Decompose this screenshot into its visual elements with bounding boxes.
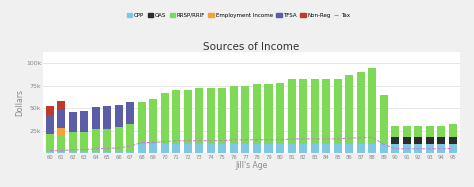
Bar: [322, 144, 330, 153]
Bar: [380, 95, 388, 144]
Bar: [91, 107, 100, 129]
Bar: [253, 144, 261, 153]
Bar: [310, 144, 319, 153]
Bar: [345, 144, 353, 153]
Bar: [334, 144, 342, 153]
X-axis label: Jill's Age: Jill's Age: [235, 161, 267, 170]
Bar: [288, 144, 296, 153]
Bar: [149, 144, 157, 153]
Bar: [380, 144, 388, 153]
Bar: [115, 105, 123, 127]
Bar: [426, 144, 434, 153]
Title: Sources of Income: Sources of Income: [203, 42, 300, 52]
Bar: [449, 137, 457, 144]
Bar: [69, 132, 77, 151]
Bar: [69, 151, 77, 153]
Bar: [184, 90, 192, 144]
Bar: [230, 86, 238, 144]
Bar: [126, 102, 134, 125]
Bar: [299, 79, 307, 144]
Bar: [207, 88, 215, 144]
Bar: [414, 126, 422, 137]
Bar: [288, 79, 296, 144]
Bar: [219, 144, 227, 153]
Bar: [403, 144, 411, 153]
Bar: [438, 144, 446, 153]
Bar: [46, 116, 54, 134]
Bar: [126, 125, 134, 151]
Bar: [391, 126, 399, 137]
Bar: [138, 144, 146, 153]
Bar: [438, 137, 446, 144]
Bar: [219, 88, 227, 144]
Bar: [57, 151, 65, 153]
Bar: [57, 135, 65, 151]
Bar: [195, 88, 203, 144]
Bar: [449, 125, 457, 137]
Bar: [149, 99, 157, 144]
Bar: [161, 93, 169, 144]
Bar: [438, 126, 446, 137]
Bar: [322, 79, 330, 144]
Bar: [264, 144, 273, 153]
Bar: [91, 151, 100, 153]
Bar: [391, 137, 399, 144]
Bar: [115, 127, 123, 151]
Bar: [264, 84, 273, 144]
Bar: [103, 129, 111, 151]
Bar: [115, 151, 123, 153]
Bar: [426, 137, 434, 144]
Bar: [195, 144, 203, 153]
Bar: [91, 129, 100, 151]
Bar: [57, 128, 65, 135]
Bar: [368, 68, 376, 144]
Bar: [345, 75, 353, 144]
Bar: [80, 132, 88, 151]
Bar: [403, 126, 411, 137]
Bar: [172, 144, 180, 153]
Bar: [138, 102, 146, 144]
Bar: [161, 144, 169, 153]
Bar: [57, 110, 65, 128]
Bar: [426, 126, 434, 137]
Bar: [207, 144, 215, 153]
Bar: [334, 79, 342, 144]
Bar: [69, 112, 77, 132]
Bar: [241, 144, 249, 153]
Bar: [368, 144, 376, 153]
Bar: [414, 137, 422, 144]
Bar: [414, 144, 422, 153]
Y-axis label: Dollars: Dollars: [16, 89, 25, 116]
Bar: [391, 144, 399, 153]
Bar: [46, 106, 54, 116]
Bar: [184, 144, 192, 153]
Bar: [310, 79, 319, 144]
Bar: [46, 134, 54, 151]
Bar: [103, 106, 111, 129]
Bar: [241, 86, 249, 144]
Bar: [449, 144, 457, 153]
Bar: [172, 90, 180, 144]
Bar: [80, 151, 88, 153]
Legend: CPP, OAS, RRSP/RRIF, Employment Income, TFSA, Non-Reg, Tax: CPP, OAS, RRSP/RRIF, Employment Income, …: [127, 13, 351, 18]
Bar: [57, 101, 65, 110]
Bar: [126, 151, 134, 153]
Bar: [253, 84, 261, 144]
Bar: [356, 72, 365, 144]
Bar: [276, 144, 284, 153]
Bar: [299, 144, 307, 153]
Bar: [230, 144, 238, 153]
Bar: [356, 144, 365, 153]
Bar: [80, 111, 88, 132]
Bar: [403, 137, 411, 144]
Bar: [46, 151, 54, 153]
Bar: [103, 151, 111, 153]
Bar: [276, 83, 284, 144]
